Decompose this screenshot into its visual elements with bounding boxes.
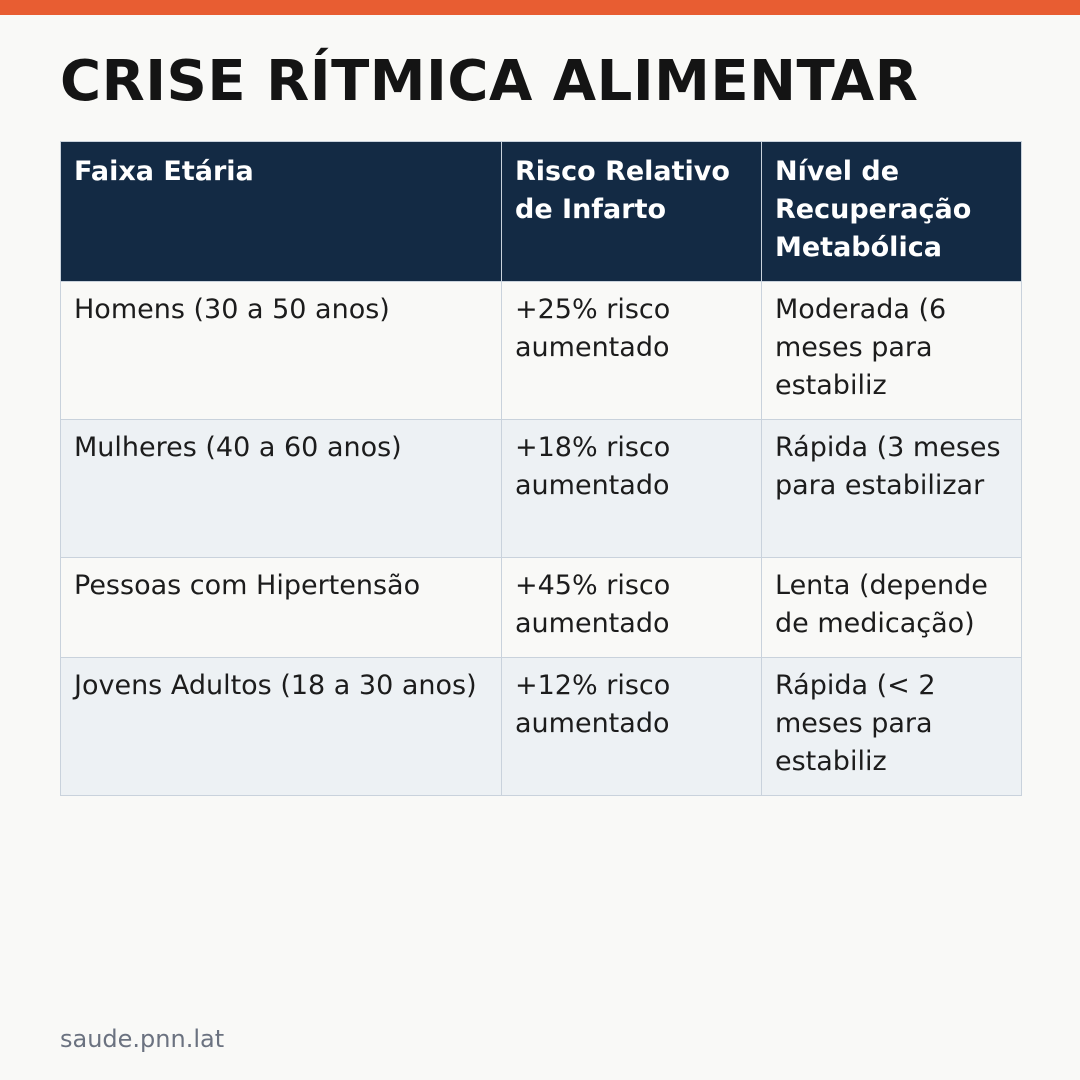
cell-faixa-etaria: Pessoas com Hipertensão: [60, 557, 502, 658]
table-row: Homens (30 a 50 anos) +25% risco aumenta…: [60, 281, 1022, 420]
cell-risco-relativo: +25% risco aumentado: [501, 281, 762, 420]
cell-risco-relativo: +12% risco aumentado: [501, 657, 762, 796]
table-header-row: Faixa Etária Risco Relativo de Infarto N…: [60, 141, 1022, 282]
header-nivel-recuperacao: Nível de Recuperação Metabólica: [761, 141, 1022, 282]
header-faixa-etaria: Faixa Etária: [60, 141, 502, 282]
cell-faixa-etaria: Mulheres (40 a 60 anos): [60, 419, 502, 558]
cell-nivel-recuperacao: Moderada (6 meses para estabiliz: [761, 281, 1022, 420]
cell-risco-relativo: +18% risco aumentado: [501, 419, 762, 558]
top-accent-bar: [0, 0, 1080, 15]
footer-source: saude.pnn.lat: [60, 1025, 225, 1053]
cell-nivel-recuperacao: Rápida (< 2 meses para estabiliz: [761, 657, 1022, 796]
cell-faixa-etaria: Homens (30 a 50 anos): [60, 281, 502, 420]
risk-table: Faixa Etária Risco Relativo de Infarto N…: [60, 141, 1022, 796]
cell-nivel-recuperacao: Rápida (3 meses para estabilizar: [761, 419, 1022, 558]
page-title: CRISE RÍTMICA ALIMENTAR: [60, 49, 919, 114]
cell-risco-relativo: +45% risco aumentado: [501, 557, 762, 658]
cell-faixa-etaria: Jovens Adultos (18 a 30 anos): [60, 657, 502, 796]
header-risco-relativo: Risco Relativo de Infarto: [501, 141, 762, 282]
table-row: Pessoas com Hipertensão +45% risco aumen…: [60, 557, 1022, 658]
table-row: Jovens Adultos (18 a 30 anos) +12% risco…: [60, 657, 1022, 796]
table-row: Mulheres (40 a 60 anos) +18% risco aumen…: [60, 419, 1022, 558]
cell-nivel-recuperacao: Lenta (depende de medicação): [761, 557, 1022, 658]
